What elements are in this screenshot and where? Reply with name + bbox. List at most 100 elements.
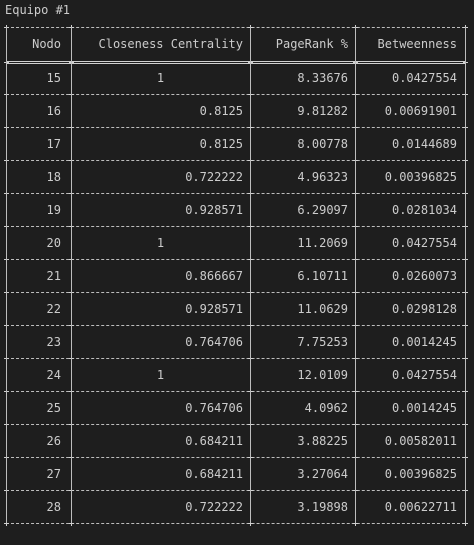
cell-betweenness: 0.0014245 [391,401,457,415]
row-separator [6,160,465,161]
cell-pagerank: 4.0962 [304,401,348,415]
row-separator [6,127,465,128]
cell-closeness-centrality: 0.866667 [185,269,243,283]
cell-pagerank: 8.00778 [297,137,348,151]
cell-closeness-centrality: 0.8125 [199,137,243,151]
table-row: 21 0.866667 6.10711 0.0260073 [6,260,465,293]
row-separator [6,358,465,359]
cell-pagerank: 3.27064 [297,467,348,481]
cell-nodo: 18 [46,170,61,184]
table-row: 19 0.928571 6.29097 0.0281034 [6,194,465,227]
cell-closeness-centrality: 1 [156,368,165,382]
cell-betweenness: 0.00622711 [384,500,457,514]
cell-nodo: 24 [46,368,61,382]
cell-closeness-centrality: 1 [156,236,165,250]
cell-closeness-centrality: 1 [156,71,165,85]
table-row: 26 0.684211 3.88225 0.00582011 [6,425,465,458]
cell-betweenness: 0.0427554 [391,368,457,382]
cell-pagerank: 4.96323 [297,170,348,184]
cell-nodo: 28 [46,500,61,514]
row-separator [6,292,465,293]
row-separator [6,490,465,491]
window-title: Equipo #1 [5,3,71,17]
table-row: 27 0.684211 3.27064 0.00396825 [6,458,465,491]
cell-betweenness: 0.0298128 [391,302,457,316]
cell-nodo: 22 [46,302,61,316]
border-corner [248,521,253,526]
header-pagerank: PageRank % [275,37,348,51]
row-separator [6,325,465,326]
row-separator [6,193,465,194]
cell-betweenness: 0.0427554 [391,236,457,250]
table-row: 17 0.8125 8.00778 0.0144689 [6,128,465,161]
table-row: 22 0.928571 11.0629 0.0298128 [6,293,465,326]
cell-pagerank: 6.10711 [297,269,348,283]
border-corner [69,521,74,526]
cell-betweenness: 0.0281034 [391,203,457,217]
cell-nodo: 27 [46,467,61,481]
cell-nodo: 16 [46,104,61,118]
cell-nodo: 20 [46,236,61,250]
cell-betweenness: 0.0014245 [391,335,457,349]
table-row: 15 1 8.33676 0.0427554 [6,62,465,95]
border-corner [4,521,9,526]
column-separator [465,27,466,523]
row-separator [6,94,465,95]
cell-pagerank: 7.75253 [297,335,348,349]
table-row: 25 0.764706 4.0962 0.0014245 [6,392,465,425]
header-betweenness: Betweenness [377,37,457,51]
border-corner [353,521,358,526]
cell-nodo: 26 [46,434,61,448]
cell-closeness-centrality: 0.764706 [185,335,243,349]
cell-pagerank: 6.29097 [297,203,348,217]
cell-pagerank: 3.19898 [297,500,348,514]
header-closeness-centrality: Closeness Centrality [98,37,244,51]
cell-closeness-centrality: 0.684211 [185,434,243,448]
cell-closeness-centrality: 0.928571 [185,302,243,316]
cell-nodo: 21 [46,269,61,283]
cell-closeness-centrality: 0.722222 [185,170,243,184]
row-separator [6,259,465,260]
cell-pagerank: 3.88225 [297,434,348,448]
cell-nodo: 23 [46,335,61,349]
column-separator [6,27,7,523]
cell-pagerank: 8.33676 [297,71,348,85]
cell-nodo: 25 [46,401,61,415]
table-row: 18 0.722222 4.96323 0.00396825 [6,161,465,194]
cell-betweenness: 0.00582011 [384,434,457,448]
header-separator [6,61,465,64]
table-row: 23 0.764706 7.75253 0.0014245 [6,326,465,359]
cell-closeness-centrality: 0.764706 [185,401,243,415]
cell-closeness-centrality: 0.928571 [185,203,243,217]
table-header-row: Nodo Closeness Centrality PageRank % Bet… [6,28,465,61]
row-separator [6,424,465,425]
row-separator [6,391,465,392]
row-separator [6,27,465,28]
column-separator [71,27,72,523]
results-table: Nodo Closeness Centrality PageRank % Bet… [4,25,468,542]
cell-closeness-centrality: 0.684211 [185,467,243,481]
row-separator [6,457,465,458]
cell-closeness-centrality: 0.722222 [185,500,243,514]
cell-betweenness: 0.0144689 [391,137,457,151]
cell-pagerank: 11.2069 [297,236,348,250]
row-separator [6,226,465,227]
cell-betweenness: 0.00396825 [384,170,457,184]
table-row: 24 1 12.0109 0.0427554 [6,359,465,392]
cell-closeness-centrality: 0.8125 [199,104,243,118]
row-separator [6,523,465,524]
border-corner [463,521,468,526]
cell-betweenness: 0.0427554 [391,71,457,85]
cell-betweenness: 0.00396825 [384,467,457,481]
column-separator [250,27,251,523]
table-row: 20 1 11.2069 0.0427554 [6,227,465,260]
cell-pagerank: 12.0109 [297,368,348,382]
cell-betweenness: 0.00691901 [384,104,457,118]
cell-nodo: 19 [46,203,61,217]
cell-betweenness: 0.0260073 [391,269,457,283]
header-nodo: Nodo [32,37,61,51]
cell-nodo: 17 [46,137,61,151]
cell-pagerank: 9.81282 [297,104,348,118]
cell-nodo: 15 [46,71,61,85]
table-row: 28 0.722222 3.19898 0.00622711 [6,491,465,524]
